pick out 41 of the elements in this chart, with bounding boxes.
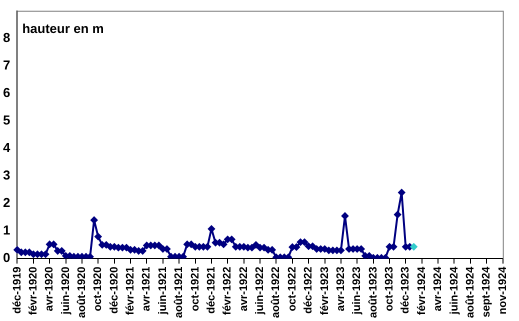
y-tick-label: 8 (2, 30, 10, 45)
x-tick-label: août-1921 (173, 266, 186, 318)
x-tick-label: oct-1923 (384, 266, 396, 312)
y-tick-label: 4 (2, 140, 11, 156)
x-tick-label: juin-1921 (156, 266, 169, 316)
x-tick-label: déc-1923 (400, 266, 412, 314)
x-tick-label: févr-1924 (416, 266, 428, 315)
x-tick-label: août-1920 (76, 266, 88, 318)
x-tick-label: avr-1920 (44, 266, 56, 312)
x-tick-label: juin-1924 (448, 266, 460, 316)
x-tick-label: avr-1924 (432, 266, 444, 312)
x-tick-label: oct-1921 (189, 266, 202, 312)
y-tick-label: 7 (2, 57, 10, 72)
y-tick-label: 0 (2, 250, 10, 266)
y-tick-label: 1 (2, 222, 10, 238)
x-tick-label: juin-1923 (351, 266, 364, 316)
x-tick-label: nov-1924 (496, 266, 509, 314)
x-tick-label: juin-1922 (254, 266, 266, 316)
x-tick-label: oct-1920 (92, 266, 104, 312)
x-tick-label: févr-1921 (124, 266, 137, 315)
x-tick-label: déc-1919 (11, 266, 24, 314)
x-tick-label: août-1922 (270, 266, 282, 318)
y-axis-title: hauteur en m (22, 20, 104, 36)
y-tick-label: 6 (2, 84, 10, 100)
x-tick-label: août-1924 (464, 266, 476, 318)
x-tick-label: févr-1920 (27, 266, 40, 315)
x-tick-label: avr-1921 (140, 266, 153, 312)
y-tick-label: 5 (2, 112, 10, 128)
x-tick-label: août-1923 (367, 266, 380, 318)
x-tick-label: févr-1922 (222, 266, 234, 315)
x-tick-label: avr-1923 (334, 266, 347, 312)
x-tick-label: déc-1921 (205, 266, 218, 314)
x-tick-label: déc-1920 (108, 266, 120, 314)
x-tick-label: sept-1924 (480, 266, 493, 318)
x-tick-label: avr-1922 (238, 266, 250, 312)
y-tick-label: 3 (2, 168, 10, 183)
x-tick-label: oct-1922 (286, 266, 298, 312)
x-tick-label: févr-1923 (318, 266, 331, 315)
x-tick-label: déc-1922 (302, 266, 315, 314)
x-tick-label: juin-1920 (60, 266, 72, 316)
y-tick-label: 2 (2, 195, 10, 210)
